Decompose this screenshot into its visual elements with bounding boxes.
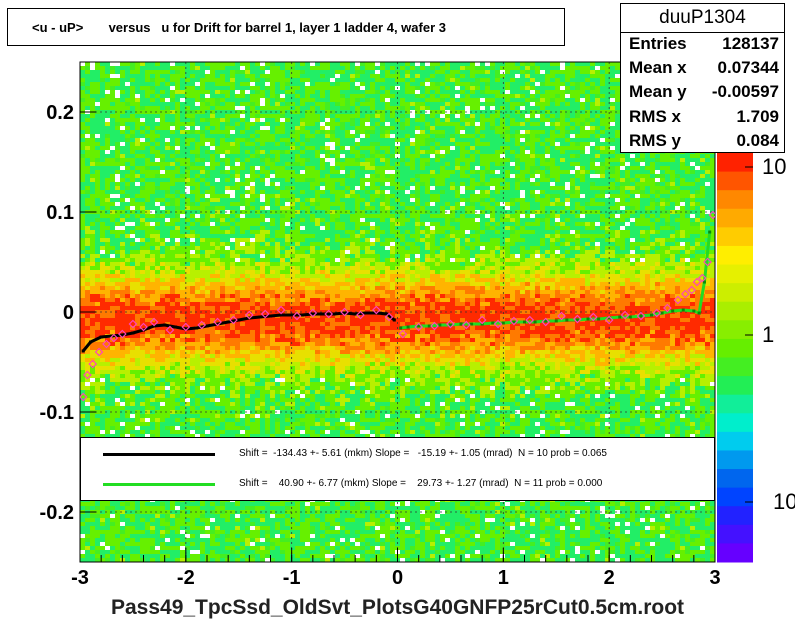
palette-band	[717, 450, 753, 469]
profile-point	[682, 309, 685, 312]
profile-point	[258, 316, 261, 319]
stats-value: -0.00597	[712, 82, 779, 102]
palette-band	[717, 302, 753, 321]
x-tick-label: -3	[71, 567, 89, 589]
stats-divider	[621, 32, 784, 33]
palette-band	[717, 488, 753, 507]
profile-point	[269, 315, 272, 318]
profile-point	[131, 332, 134, 335]
profile-point	[629, 316, 632, 319]
profile-point	[698, 312, 701, 315]
palette-band	[717, 376, 753, 395]
stats-label: Mean y	[629, 82, 687, 102]
palette-band	[717, 543, 753, 562]
profile-point	[364, 312, 367, 315]
stats-value: 0.07344	[718, 58, 779, 78]
y-tick-label: 0	[63, 302, 74, 324]
profile-point	[399, 327, 402, 330]
palette-band	[717, 283, 753, 302]
fit-legend: Shift = -134.43 +- 5.61 (mkm) Slope = -1…	[80, 437, 715, 501]
title-box: <u - uP> versus u for Drift for barrel 1…	[7, 8, 565, 46]
chart-title: <u - uP> versus u for Drift for barrel 1…	[32, 20, 446, 35]
profile-point	[227, 321, 230, 324]
y-tick-label: -0.1	[40, 402, 74, 424]
y-tick-label: 0.1	[46, 202, 74, 224]
palette-band	[717, 209, 753, 228]
palette-band	[717, 506, 753, 525]
palette-band	[717, 339, 753, 358]
profile-point	[174, 326, 177, 329]
palette-band	[717, 432, 753, 451]
stats-box: duuP1304 Entries 128137 Mean x 0.07344 M…	[620, 3, 785, 153]
palette-band	[717, 227, 753, 246]
stats-label: Mean x	[629, 58, 687, 78]
profile-point	[82, 350, 85, 353]
palette-band	[717, 320, 753, 339]
profile-point	[407, 326, 410, 329]
stats-label: Entries	[629, 34, 687, 54]
legend-entry-green: Shift = 40.90 +- 6.77 (mkm) Slope = 29.7…	[239, 478, 602, 489]
profile-point	[100, 336, 103, 339]
legend-line-green	[103, 483, 215, 486]
y-tick-label: 0.2	[46, 102, 74, 124]
palette-band	[717, 153, 753, 172]
file-name-label: Pass49_TpcSsd_OldSvt_PlotsG40GNFP25rCut0…	[0, 596, 795, 620]
profile-point	[671, 310, 674, 313]
profile-point	[523, 321, 526, 324]
profile-point	[597, 318, 600, 321]
profile-point	[565, 319, 568, 322]
z-tick-label: 10	[773, 489, 795, 514]
palette-band	[717, 190, 753, 209]
profile-point	[692, 310, 695, 313]
legend-entry-black: Shift = -134.43 +- 5.61 (mkm) Slope = -1…	[239, 448, 607, 459]
y-tick-label: -0.2	[40, 502, 74, 524]
x-tick-label: 0	[392, 567, 403, 589]
profile-point	[393, 319, 396, 322]
profile-point	[650, 314, 653, 317]
palette-band	[717, 358, 753, 377]
palette-band	[717, 413, 753, 432]
profile-point	[618, 316, 621, 319]
palette-band	[717, 395, 753, 414]
profile-point	[163, 324, 166, 327]
palette-band	[717, 469, 753, 488]
z-tick-label: 10	[762, 154, 786, 179]
x-tick-label: 2	[604, 567, 615, 589]
x-tick-label: -2	[177, 567, 195, 589]
profile-point	[89, 341, 92, 344]
stats-value: 0.084	[736, 131, 779, 151]
profile-point	[534, 321, 537, 324]
palette-band	[717, 246, 753, 265]
profile-point	[639, 315, 642, 318]
palette-band	[717, 525, 753, 544]
x-tick-label: 1	[498, 567, 509, 589]
stats-value: 1.709	[736, 107, 779, 127]
stats-name: duuP1304	[621, 7, 784, 29]
stats-label: RMS y	[629, 131, 681, 151]
profile-point	[195, 327, 198, 330]
stats-value: 128137	[722, 34, 779, 54]
legend-line-black	[103, 453, 215, 456]
palette-band	[717, 172, 753, 191]
palette-band	[717, 265, 753, 284]
x-tick-label: 3	[709, 567, 720, 589]
z-tick-label: 1	[762, 322, 774, 347]
profile-point	[587, 318, 590, 321]
profile-point	[708, 231, 711, 234]
stats-label: RMS x	[629, 107, 681, 127]
x-tick-label: -1	[283, 567, 301, 589]
profile-point	[555, 320, 558, 323]
